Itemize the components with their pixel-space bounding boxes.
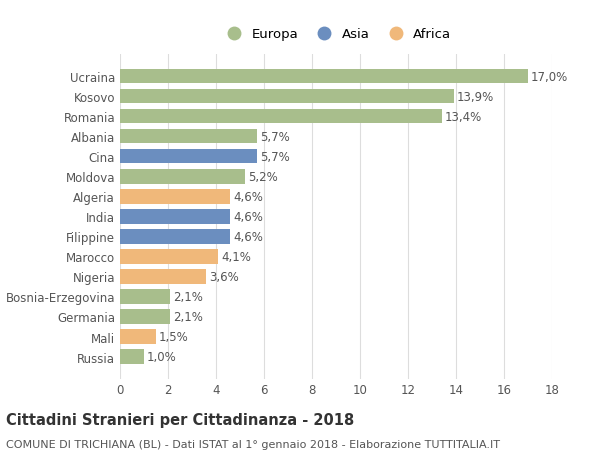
Text: 5,7%: 5,7% bbox=[260, 151, 289, 163]
Bar bbox=[120, 70, 528, 84]
Bar bbox=[120, 269, 206, 284]
Text: COMUNE DI TRICHIANA (BL) - Dati ISTAT al 1° gennaio 2018 - Elaborazione TUTTITAL: COMUNE DI TRICHIANA (BL) - Dati ISTAT al… bbox=[6, 440, 500, 449]
Text: 13,9%: 13,9% bbox=[457, 90, 494, 103]
Bar bbox=[120, 290, 170, 304]
Bar bbox=[120, 110, 442, 124]
Text: 5,7%: 5,7% bbox=[260, 130, 289, 143]
Text: 4,6%: 4,6% bbox=[233, 210, 263, 224]
Bar bbox=[120, 310, 170, 324]
Bar bbox=[120, 90, 454, 104]
Bar bbox=[120, 250, 218, 264]
Bar bbox=[120, 330, 156, 344]
Text: 2,1%: 2,1% bbox=[173, 291, 203, 303]
Bar bbox=[120, 170, 245, 184]
Text: 1,0%: 1,0% bbox=[147, 350, 176, 363]
Bar bbox=[120, 350, 144, 364]
Legend: Europa, Asia, Africa: Europa, Asia, Africa bbox=[215, 23, 457, 46]
Text: 17,0%: 17,0% bbox=[531, 71, 568, 84]
Bar bbox=[120, 150, 257, 164]
Text: 4,1%: 4,1% bbox=[221, 250, 251, 263]
Text: 13,4%: 13,4% bbox=[445, 111, 482, 123]
Text: 4,6%: 4,6% bbox=[233, 190, 263, 203]
Text: 5,2%: 5,2% bbox=[248, 170, 277, 184]
Text: 1,5%: 1,5% bbox=[159, 330, 188, 343]
Text: 3,6%: 3,6% bbox=[209, 270, 239, 283]
Bar bbox=[120, 230, 230, 244]
Bar bbox=[120, 210, 230, 224]
Text: 2,1%: 2,1% bbox=[173, 310, 203, 323]
Bar bbox=[120, 190, 230, 204]
Text: Cittadini Stranieri per Cittadinanza - 2018: Cittadini Stranieri per Cittadinanza - 2… bbox=[6, 413, 354, 428]
Text: 4,6%: 4,6% bbox=[233, 230, 263, 243]
Bar bbox=[120, 130, 257, 144]
